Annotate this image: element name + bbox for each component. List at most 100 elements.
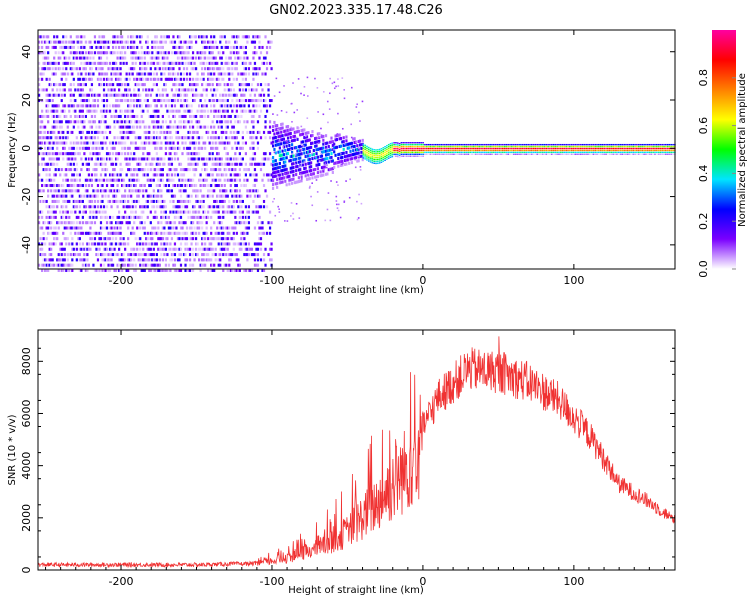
heatmap-cell [53,157,56,161]
heatmap-cell [292,162,295,166]
heatmap-cell [124,56,127,60]
heatmap-cell [354,166,357,169]
heatmap-cell [207,184,210,188]
heatmap-cell [38,114,41,118]
heatmap-cell [118,263,121,267]
heatmap-cell [213,178,216,182]
heatmap-cell [282,141,286,145]
heatmap-cell [418,155,421,157]
heatmap-cell [424,151,426,154]
heatmap-cell [41,253,44,257]
heatmap-cell [161,237,164,241]
heatmap-cell [179,99,183,103]
heatmap-cell [107,231,110,235]
heatmap-cell [422,145,424,148]
heatmap-cell [204,109,207,113]
heatmap-cell [267,93,270,97]
heatmap-cell [86,253,89,257]
heatmap-cell [322,150,325,154]
heatmap-cell [188,210,192,214]
heatmap-cell [74,226,77,230]
heatmap-cell [155,56,158,60]
heatmap-cell [194,93,198,97]
heatmap-cell [462,147,464,150]
heatmap-cell [146,45,149,49]
heatmap-cell [252,104,255,108]
heatmap-cell [86,162,89,166]
heatmap-cell [86,141,89,145]
heatmap-cell [208,189,211,193]
heatmap-cell [284,164,287,168]
heatmap-cell [185,104,189,108]
heatmap-cell [250,114,254,118]
heatmap-cell [145,237,148,241]
heatmap-cell [99,237,103,241]
heatmap-cell [190,88,193,92]
heatmap-cell [51,88,54,92]
heatmap-cell [48,83,51,87]
heatmap-cell [391,146,394,148]
heatmap-cell [139,237,142,241]
heatmap-cell [185,258,189,262]
heatmap-cell [77,141,80,145]
heatmap-cell [44,40,47,44]
heatmap-cell [261,157,264,161]
heatmap-cell [48,215,51,219]
heatmap-cell [434,145,437,148]
heatmap-cell [252,157,255,161]
heatmap-cell [87,120,91,124]
heatmap-cell [258,162,261,166]
heatmap-cell [413,155,415,157]
heatmap-cell [219,104,222,108]
heatmap-cell [333,165,336,169]
heatmap-cell [185,88,189,92]
heatmap-cell [252,99,255,103]
heatmap-cell [104,51,107,55]
heatmap-cell [78,226,81,230]
heatmap-cell [282,146,284,148]
heatmap-cell [330,136,333,140]
heatmap-cell [167,51,171,55]
heatmap-cell [277,128,279,131]
heatmap-cell [235,189,238,193]
heatmap-cell [196,146,199,150]
heatmap-cell [307,131,310,135]
heatmap-cell [210,226,213,230]
heatmap-cell [351,147,353,150]
heatmap-cell [181,136,184,140]
heatmap-cell [330,152,333,156]
heatmap-cell [74,120,77,124]
heatmap-cell [208,184,211,188]
heatmap-cell [114,269,118,272]
heatmap-cell [228,199,231,203]
heatmap-cell [290,126,292,129]
heatmap-cell [244,226,247,230]
heatmap-cell [382,152,385,155]
heatmap-cell [108,269,112,272]
heatmap-cell [108,215,112,219]
heatmap-cell [65,221,68,225]
heatmap-cell [111,237,115,241]
heatmap-cell [213,263,216,267]
heatmap-cell [270,178,273,182]
heatmap-cell [48,210,51,214]
heatmap-cell [59,45,62,49]
heatmap-cell [275,77,278,80]
heatmap-cell [483,147,486,150]
heatmap-cell [226,109,229,113]
heatmap-cell [86,263,89,267]
heatmap-cell [47,210,50,214]
heatmap-cell [173,114,177,118]
heatmap-cell [172,178,175,182]
heatmap-cell [211,194,214,198]
heatmap-cell [90,215,94,219]
heatmap-cell [116,226,119,230]
heatmap-cell [65,45,68,49]
heatmap-cell [96,189,100,193]
heatmap-cell [80,247,83,251]
heatmap-cell [216,157,219,161]
heatmap-cell [45,136,48,140]
heatmap-cell [320,127,322,130]
heatmap-cell [331,143,334,147]
heatmap-cell [118,77,121,81]
